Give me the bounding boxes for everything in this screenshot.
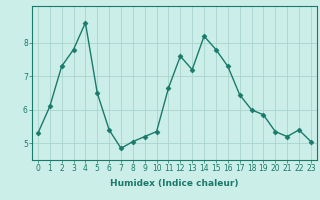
X-axis label: Humidex (Indice chaleur): Humidex (Indice chaleur)	[110, 179, 239, 188]
